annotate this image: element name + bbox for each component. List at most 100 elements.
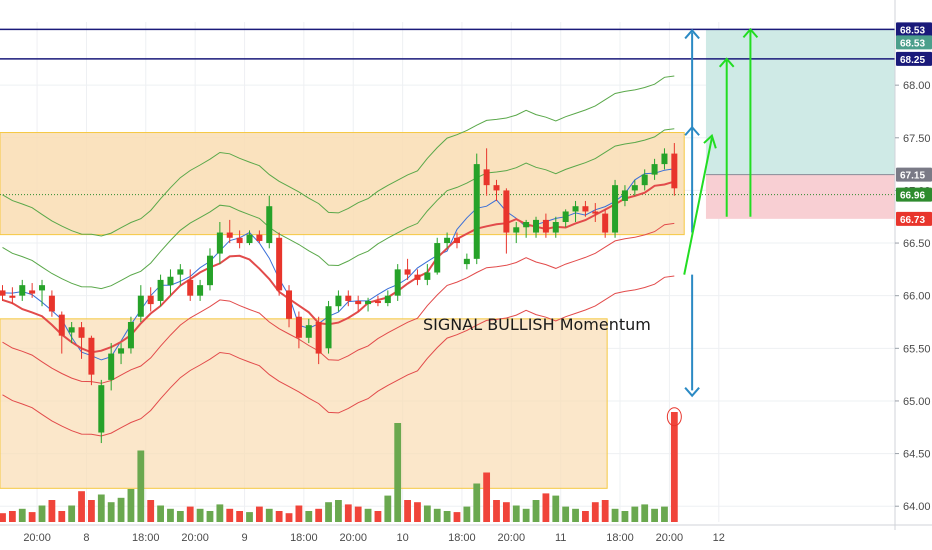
candle bbox=[414, 269, 421, 286]
target-area bbox=[705, 29, 895, 175]
candle-body bbox=[226, 232, 233, 238]
candle-body bbox=[602, 213, 609, 233]
candle-body bbox=[0, 290, 6, 296]
candle bbox=[157, 274, 164, 307]
volume-bar bbox=[562, 506, 570, 522]
volume-bar bbox=[107, 502, 115, 522]
volume-bar bbox=[335, 500, 342, 522]
candle bbox=[98, 379, 105, 444]
candle bbox=[78, 322, 85, 359]
time-tick-label: 20:00 bbox=[498, 532, 526, 544]
candle bbox=[236, 230, 243, 249]
time-tick-label: 18:00 bbox=[448, 532, 476, 544]
blue-down-arrow-head bbox=[684, 387, 700, 398]
time-tick-label: 18:00 bbox=[290, 532, 318, 544]
price-badge-label: 68.25 bbox=[900, 55, 925, 66]
volume-bar bbox=[651, 508, 658, 522]
candle bbox=[118, 343, 125, 365]
candle bbox=[355, 295, 362, 312]
candle bbox=[246, 230, 253, 246]
envelope-bands bbox=[2, 75, 675, 437]
candle-body bbox=[29, 290, 36, 294]
volume-bar bbox=[670, 412, 678, 522]
signal-annotation: SIGNAL BULLISH Momentum bbox=[423, 315, 651, 334]
candle bbox=[384, 290, 391, 307]
candle-body bbox=[641, 174, 648, 186]
candle-body bbox=[651, 164, 658, 175]
candle bbox=[503, 188, 510, 254]
volume-bar bbox=[295, 505, 303, 522]
volume-bar bbox=[582, 511, 589, 522]
volume-bar bbox=[206, 511, 214, 522]
price-badge bbox=[896, 187, 932, 202]
candle bbox=[295, 311, 302, 349]
candle-body bbox=[118, 348, 125, 354]
candle bbox=[582, 200, 589, 217]
candle-body bbox=[147, 295, 154, 305]
price-tick-label: 64.00 bbox=[903, 501, 931, 513]
candle bbox=[335, 290, 342, 312]
fast-moving-average bbox=[2, 168, 675, 361]
candle bbox=[216, 222, 223, 265]
candle bbox=[127, 316, 134, 354]
candle-body bbox=[582, 206, 589, 212]
slow-moving-average bbox=[2, 180, 675, 354]
candle-body bbox=[424, 272, 431, 280]
candle-body bbox=[513, 227, 520, 233]
time-tick-label: 20:00 bbox=[181, 532, 209, 544]
volume-bar bbox=[374, 511, 382, 522]
price-tick-label: 66.50 bbox=[903, 238, 931, 250]
volume-bar bbox=[48, 500, 56, 522]
volume-bar bbox=[8, 511, 16, 522]
candle bbox=[552, 216, 559, 238]
candle-body bbox=[473, 164, 480, 259]
candle bbox=[473, 153, 480, 265]
candle bbox=[602, 209, 609, 238]
green-up-arrow-head bbox=[742, 27, 759, 39]
price-badge bbox=[896, 22, 932, 37]
candle-body bbox=[552, 222, 559, 233]
candle bbox=[276, 232, 283, 296]
candle-body bbox=[127, 322, 134, 349]
volume-bar bbox=[127, 489, 135, 522]
candlesticks bbox=[0, 143, 678, 444]
volume-bar bbox=[167, 508, 174, 522]
candle-body bbox=[315, 322, 322, 354]
volume-bar bbox=[453, 512, 461, 522]
candle-body bbox=[394, 269, 401, 296]
price-tick-label: 68.00 bbox=[903, 80, 931, 92]
candle-body bbox=[503, 190, 510, 233]
volume-bar bbox=[611, 508, 619, 522]
candle-body bbox=[572, 206, 579, 212]
forecast-arrows bbox=[666, 27, 759, 427]
candle-body bbox=[246, 234, 253, 244]
candle bbox=[641, 169, 648, 191]
candle bbox=[533, 216, 540, 238]
volume-bar bbox=[502, 502, 510, 522]
volume-bar bbox=[641, 504, 649, 522]
candle bbox=[88, 335, 95, 386]
time-tick-label: 12 bbox=[713, 532, 725, 544]
candle bbox=[305, 318, 312, 344]
volume-bar bbox=[522, 508, 530, 522]
volume-bar bbox=[275, 511, 283, 522]
candle-body bbox=[266, 206, 273, 244]
candle-body bbox=[444, 237, 451, 244]
candle-body bbox=[276, 237, 283, 291]
volume-bar bbox=[88, 500, 95, 522]
candle bbox=[631, 179, 638, 196]
candle-body bbox=[187, 279, 194, 296]
volume-bar bbox=[433, 508, 441, 522]
candle-body bbox=[286, 290, 293, 319]
candle bbox=[612, 179, 619, 238]
volume-bar bbox=[236, 511, 244, 522]
candle-body bbox=[177, 269, 184, 275]
candle-body bbox=[345, 295, 352, 301]
candle-body bbox=[592, 211, 599, 214]
lower-outer-band bbox=[2, 275, 675, 437]
volume-bar bbox=[572, 508, 579, 522]
long-position-tool bbox=[0, 29, 895, 219]
price-badge bbox=[896, 35, 932, 50]
candle bbox=[542, 213, 549, 238]
